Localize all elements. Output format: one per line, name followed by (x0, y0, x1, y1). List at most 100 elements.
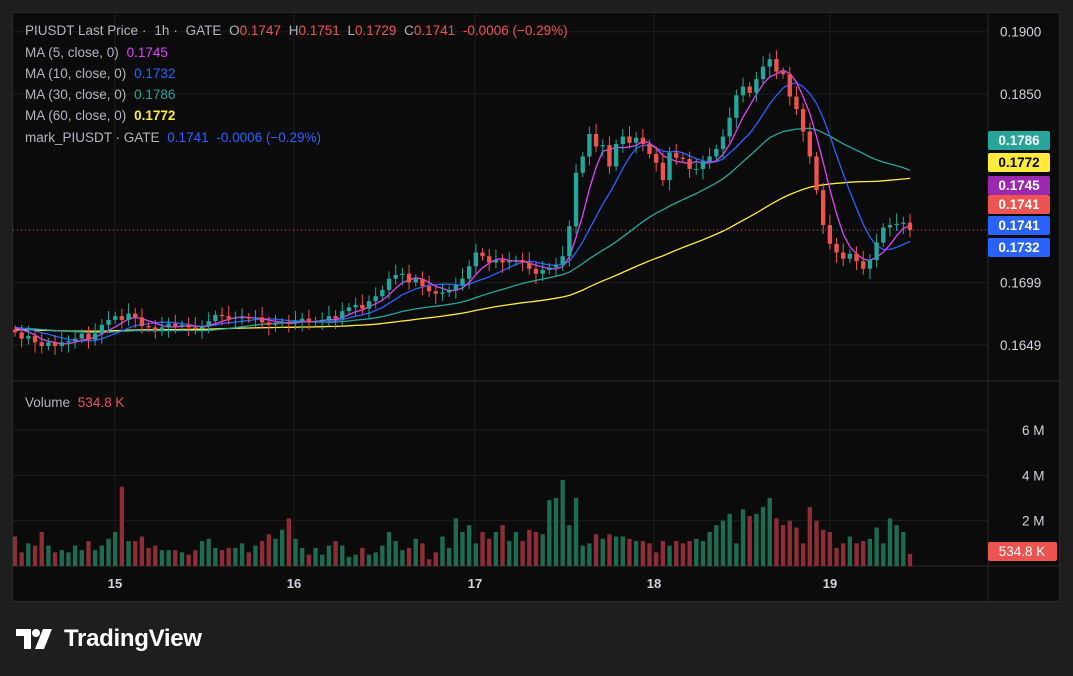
volume-bar (620, 536, 625, 566)
price-axis-badge-bg (988, 176, 1050, 195)
ma30-legend[interactable]: MA (30, close, 0) 0.1786 (25, 85, 179, 105)
volume-bar (760, 507, 766, 566)
price-tick-label: 0.1699 (1000, 275, 1041, 290)
volume-bar (847, 536, 853, 566)
ma5-label: MA (5, close, 0) (25, 45, 119, 60)
candle (420, 278, 425, 287)
candle (413, 278, 418, 283)
volume-value: 534.8 K (77, 395, 125, 410)
candle (279, 322, 285, 324)
symbol-label[interactable]: PIUSDT Last Price (25, 23, 139, 38)
volume-legend[interactable]: Volume 534.8 K (25, 393, 128, 413)
candle (440, 292, 445, 294)
volume-bar (780, 525, 786, 566)
candle (874, 242, 879, 260)
volume-tick-label: 4 M (1022, 468, 1045, 483)
volume-bar (867, 538, 873, 566)
volume-bar (286, 518, 292, 566)
change-value: -0.0006 (−0.29%) (462, 23, 568, 38)
volume-bar (139, 536, 145, 566)
volume-bar (173, 550, 178, 566)
candle (173, 323, 178, 327)
candle (640, 137, 646, 144)
mark-legend[interactable]: mark_PIUSDT · GATE 0.1741 -0.0006 (−0.29… (25, 128, 325, 148)
volume-bar (640, 541, 646, 566)
volume-bar (19, 552, 24, 566)
ma5-legend[interactable]: MA (5, close, 0) 0.1745 (25, 43, 172, 63)
volume-bar (360, 547, 365, 566)
ma10-value: 0.1732 (134, 66, 176, 81)
chart-frame[interactable]: 0.1900 0.1850 0.1699 0.1649 6 M 4 M 2 M 15 16 17 1… (12, 12, 1060, 602)
volume-bar (787, 520, 792, 566)
price-axis-badge-text: 0.1741 (998, 197, 1040, 212)
price-axis-badge: 0.1745 (988, 176, 1050, 195)
candle (747, 86, 752, 93)
volume-bar (380, 545, 385, 566)
candle (266, 322, 271, 325)
chart-canvas[interactable]: 0.1900 0.1850 0.1699 0.1649 6 M 4 M 2 M 15 16 17 1… (13, 13, 1059, 601)
candle (734, 95, 739, 118)
volume-bar (259, 541, 265, 566)
candle (92, 333, 98, 340)
volume-bar (386, 532, 392, 566)
volume-bar (119, 486, 125, 566)
volume-bar (707, 532, 712, 566)
candle (487, 256, 492, 263)
candle (353, 304, 358, 308)
candle (393, 274, 398, 279)
volume-bar (460, 532, 465, 566)
volume-bar (193, 550, 198, 566)
price-axis-badge-text: 0.1772 (998, 155, 1039, 170)
high-value: 0.1751 (298, 23, 340, 38)
candle (567, 226, 572, 257)
price-axis-badge-text: 0.1786 (998, 133, 1040, 148)
candle (193, 327, 198, 329)
tradingview-logo-text: TradingView (64, 625, 202, 652)
volume-bar (26, 543, 31, 566)
volume-bar (881, 543, 886, 566)
candle (373, 296, 378, 302)
candle (794, 96, 799, 110)
price-axis-badge-bg (988, 238, 1050, 257)
candle (620, 136, 625, 144)
volume-bar (99, 545, 104, 566)
candle (380, 289, 385, 297)
candle (707, 156, 712, 162)
volume-bar (527, 529, 532, 566)
header-legend: PIUSDT Last Price · 1h · GATE O0.1747 H0.1… (25, 23, 568, 38)
ma60-legend[interactable]: MA (60, close, 0) 0.1772 (25, 106, 179, 126)
volume-bar (293, 538, 298, 566)
volume-axis-badge-text: 534.8 K (999, 544, 1046, 559)
candle (901, 222, 906, 224)
volume-bar (159, 550, 165, 566)
volume-bar (553, 498, 559, 566)
ma30-label: MA (30, close, 0) (25, 87, 127, 102)
volume-bar (52, 552, 58, 566)
volume-bar (573, 498, 579, 566)
candle (754, 79, 759, 93)
interval-label[interactable]: 1h (154, 23, 170, 38)
volume-bar (366, 554, 372, 566)
volume-bar (413, 538, 418, 566)
price-axis-badge: 0.1732 (988, 238, 1050, 257)
tradingview-logo[interactable]: TradingView (16, 622, 202, 656)
candle (320, 319, 325, 322)
ma60-value: 0.1772 (134, 108, 176, 123)
candle (206, 321, 211, 327)
volume-bar (487, 538, 492, 566)
volume-bar (313, 547, 318, 566)
volume-bar (607, 534, 612, 566)
candle (446, 289, 452, 293)
candle (780, 71, 786, 75)
candle (827, 225, 833, 244)
volume-axis-badge: 534.8 K (988, 542, 1057, 561)
volume-bar (32, 545, 38, 566)
close-label: C (404, 23, 414, 38)
volume-bar (493, 532, 499, 566)
candle (259, 317, 265, 323)
volume-bar (106, 538, 111, 566)
candle (99, 324, 104, 334)
ma10-legend[interactable]: MA (10, close, 0) 0.1732 (25, 64, 179, 84)
candle (139, 317, 145, 327)
volume-bar (667, 545, 672, 566)
